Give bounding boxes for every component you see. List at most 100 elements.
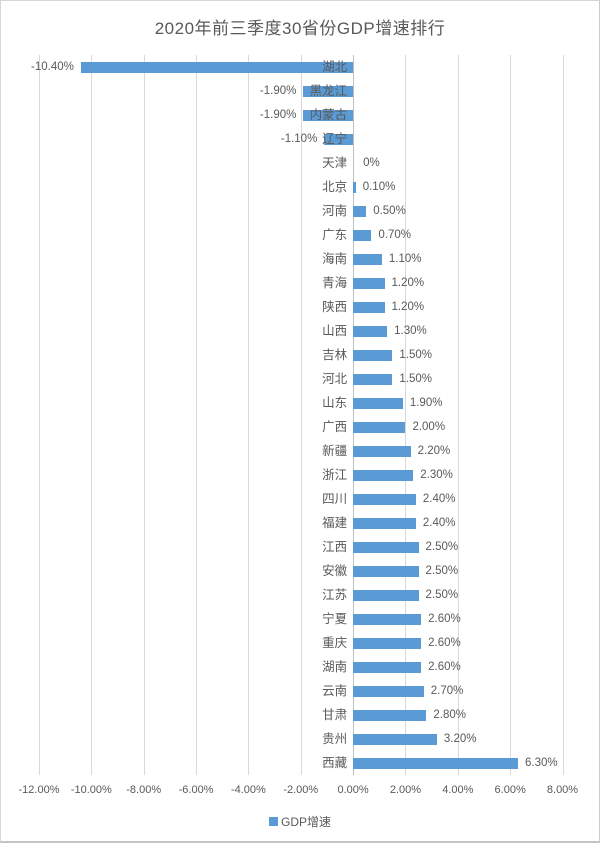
category-label: 吉林 <box>322 348 348 362</box>
x-tick-label: 4.00% <box>442 784 474 796</box>
bar <box>353 229 372 241</box>
bar <box>353 253 382 265</box>
gridline <box>143 55 145 775</box>
category-label: 山西 <box>322 324 348 338</box>
data-label: 3.20% <box>443 732 477 745</box>
data-label: 1.50% <box>399 348 432 361</box>
data-label: 2.00% <box>412 420 446 433</box>
category-label: 四川 <box>322 492 348 506</box>
bar <box>353 301 385 313</box>
bar <box>353 637 422 649</box>
x-tick-label: -2.00% <box>283 784 319 796</box>
data-label: -1.90% <box>259 108 297 121</box>
bar <box>353 565 419 577</box>
category-label: 广西 <box>322 420 348 434</box>
bar <box>353 373 393 385</box>
gridline <box>39 55 40 775</box>
category-label: 海南 <box>322 252 348 266</box>
bar <box>353 661 422 673</box>
data-label: -1.90% <box>259 84 297 97</box>
gridline <box>405 55 407 775</box>
data-label: 2.50% <box>425 540 459 553</box>
category-label: 内蒙古 <box>309 108 348 122</box>
gridline <box>300 55 302 775</box>
gridline <box>457 55 459 775</box>
data-label: 2.50% <box>425 564 459 577</box>
bar <box>324 133 354 145</box>
bar <box>353 613 422 625</box>
gridline <box>91 55 93 775</box>
category-label: 湖北 <box>322 60 348 74</box>
bar <box>303 85 354 97</box>
bar <box>353 685 424 697</box>
data-label: 2.50% <box>425 588 459 601</box>
category-label: 西藏 <box>322 756 348 770</box>
category-label: 江西 <box>322 540 348 554</box>
data-label: -1.10% <box>280 132 318 145</box>
data-label: 1.20% <box>391 300 425 313</box>
legend: GDP增速 <box>1 813 599 830</box>
data-label: 1.90% <box>409 396 443 409</box>
category-label: 陕西 <box>322 300 348 314</box>
bar <box>353 349 393 361</box>
data-label: 2.40% <box>422 492 456 505</box>
chart-title: 2020年前三季度30省份GDP增速排行 <box>154 19 446 38</box>
category-label: 云南 <box>322 684 348 698</box>
x-tick-label: -4.00% <box>230 784 266 796</box>
gridline <box>562 55 564 775</box>
category-label: 浙江 <box>322 468 348 482</box>
data-label: 2.70% <box>430 684 464 697</box>
data-label: 2.60% <box>428 612 461 625</box>
category-label: 贵州 <box>322 732 348 746</box>
gridline <box>248 55 250 775</box>
category-label: 宁夏 <box>322 612 348 626</box>
x-tick-label: 8.00% <box>546 784 579 796</box>
bar <box>353 733 437 745</box>
data-label: 2.40% <box>422 516 456 529</box>
legend-swatch-icon <box>268 817 278 826</box>
bar <box>353 493 416 505</box>
bar <box>353 589 419 601</box>
bar <box>353 205 367 217</box>
legend-label: GDP增速 <box>280 815 331 829</box>
data-label: 0.10% <box>362 180 396 193</box>
x-tick-label: 6.00% <box>494 784 526 796</box>
data-label: 0.50% <box>373 204 406 217</box>
bar <box>303 109 354 121</box>
category-label: 甘肃 <box>322 708 348 722</box>
gridline <box>196 55 198 775</box>
bar <box>353 325 388 337</box>
bar <box>80 61 354 73</box>
bar <box>353 541 419 553</box>
category-label: 江苏 <box>322 588 348 602</box>
category-label: 广东 <box>322 228 348 242</box>
x-tick-label: -12.00% <box>18 784 60 796</box>
category-label: 新疆 <box>322 444 348 458</box>
data-label: -10.40% <box>31 60 74 73</box>
category-label: 黑龙江 <box>309 84 348 98</box>
data-label: 0% <box>363 156 380 169</box>
gridline <box>510 55 512 775</box>
category-label: 北京 <box>322 180 348 194</box>
data-label: 1.30% <box>394 324 427 337</box>
data-label: 1.10% <box>388 252 422 265</box>
bar <box>353 517 416 529</box>
bar <box>353 469 414 481</box>
data-label: 1.20% <box>391 276 425 289</box>
bar <box>353 445 411 457</box>
bar <box>353 277 385 289</box>
category-label: 安徽 <box>322 564 348 578</box>
x-tick-label: 2.00% <box>389 784 422 796</box>
data-label: 1.50% <box>399 372 432 385</box>
bar <box>353 421 406 433</box>
zero-axis-line <box>353 55 355 775</box>
category-label: 天津 <box>322 156 348 170</box>
data-label: 2.60% <box>428 660 461 673</box>
x-tick-label: -8.00% <box>126 784 162 796</box>
category-label: 青海 <box>322 276 348 290</box>
x-tick-label: -10.00% <box>70 784 112 796</box>
data-label: 2.80% <box>433 708 466 721</box>
data-label: 0.70% <box>378 228 412 241</box>
category-label: 湖南 <box>322 660 348 674</box>
data-label: 2.60% <box>428 636 461 649</box>
